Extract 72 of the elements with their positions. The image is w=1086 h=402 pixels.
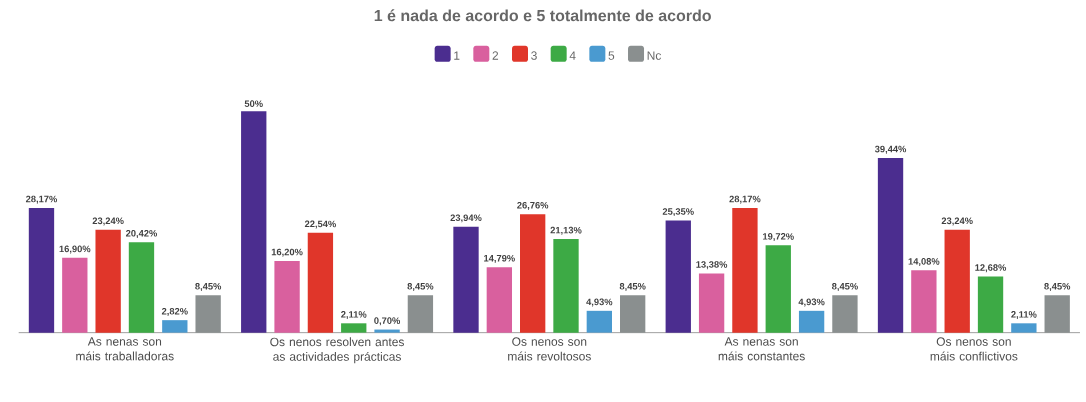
x-tick-label: Os nenos resolven antes as actividades prácticas (270, 337, 404, 364)
bar (620, 295, 646, 333)
bar (241, 111, 267, 333)
data-label: 8,45% (831, 283, 858, 291)
bar (374, 329, 400, 333)
x-tick-label: As nenas son máis traballadoras (76, 337, 174, 361)
data-label: 13,38% (696, 261, 728, 270)
data-label: 22,54% (304, 220, 336, 229)
bar (944, 229, 970, 333)
data-label: 26,76% (517, 201, 549, 210)
bar (911, 270, 937, 333)
data-label: 25,35% (662, 208, 694, 217)
bar (520, 214, 546, 333)
data-label: 2,82% (161, 307, 188, 316)
bar (765, 245, 791, 333)
data-label: 14,08% (908, 258, 940, 267)
bar (28, 207, 55, 333)
bar (62, 257, 88, 333)
bar (665, 220, 691, 333)
bar (832, 295, 858, 333)
data-label: 23,94% (450, 214, 482, 223)
data-label: 2,11% (341, 311, 367, 320)
bar (162, 320, 188, 333)
bar (798, 310, 825, 333)
data-label: 20,42% (125, 230, 158, 238)
bar (453, 226, 479, 333)
data-label: 8,45% (195, 283, 222, 291)
bar (128, 242, 155, 333)
bar (977, 276, 1004, 333)
bar (407, 295, 434, 333)
chart-title: 1 é nada de acordo e 5 totalmente de acordo (374, 9, 711, 22)
data-label: 4,93% (586, 298, 613, 307)
data-label: 2,11% (1011, 311, 1037, 320)
legend-label: 3 (531, 51, 537, 60)
bar (1011, 323, 1037, 333)
bar (732, 207, 758, 333)
data-label: 19,72% (763, 233, 794, 242)
data-label: 0,70% (374, 317, 401, 326)
data-label: 50% (244, 100, 263, 107)
data-label: 8,45% (1044, 283, 1071, 291)
bar (274, 260, 300, 333)
bar (586, 310, 612, 333)
legend-label: 4 (569, 51, 576, 60)
data-label: 23,24% (92, 217, 124, 226)
data-label: 8,45% (407, 283, 434, 291)
legend-label: 5 (608, 51, 615, 60)
bar (195, 295, 221, 333)
bar (307, 232, 334, 333)
bar (553, 239, 579, 333)
data-label: 28,17% (25, 195, 58, 204)
data-label: 16,20% (271, 248, 303, 257)
bar (486, 267, 513, 333)
bar (1044, 295, 1070, 333)
bar (95, 229, 121, 333)
legend-label: Nc (647, 51, 662, 60)
data-label: 14,79% (484, 254, 515, 263)
x-tick-label: As nenas son máis constantes (718, 337, 805, 361)
data-label: 12,68% (975, 264, 1007, 273)
x-tick-label: Os nenos son máis conflictivos (930, 337, 1018, 361)
data-label: 8,45% (619, 283, 646, 291)
bar (698, 273, 725, 333)
data-label: 23,24% (941, 217, 973, 226)
bar (341, 323, 367, 333)
data-label: 16,90% (59, 245, 91, 254)
legend-label: 2 (492, 51, 499, 60)
data-label: 39,44% (874, 145, 907, 154)
bar (877, 157, 904, 333)
data-label: 4,93% (798, 298, 825, 307)
legend-label: 1 (454, 51, 460, 60)
data-label: 28,17% (729, 195, 761, 204)
data-label: 21,13% (550, 226, 582, 235)
x-tick-label: Os nenos son máis revoltosos (508, 337, 591, 361)
